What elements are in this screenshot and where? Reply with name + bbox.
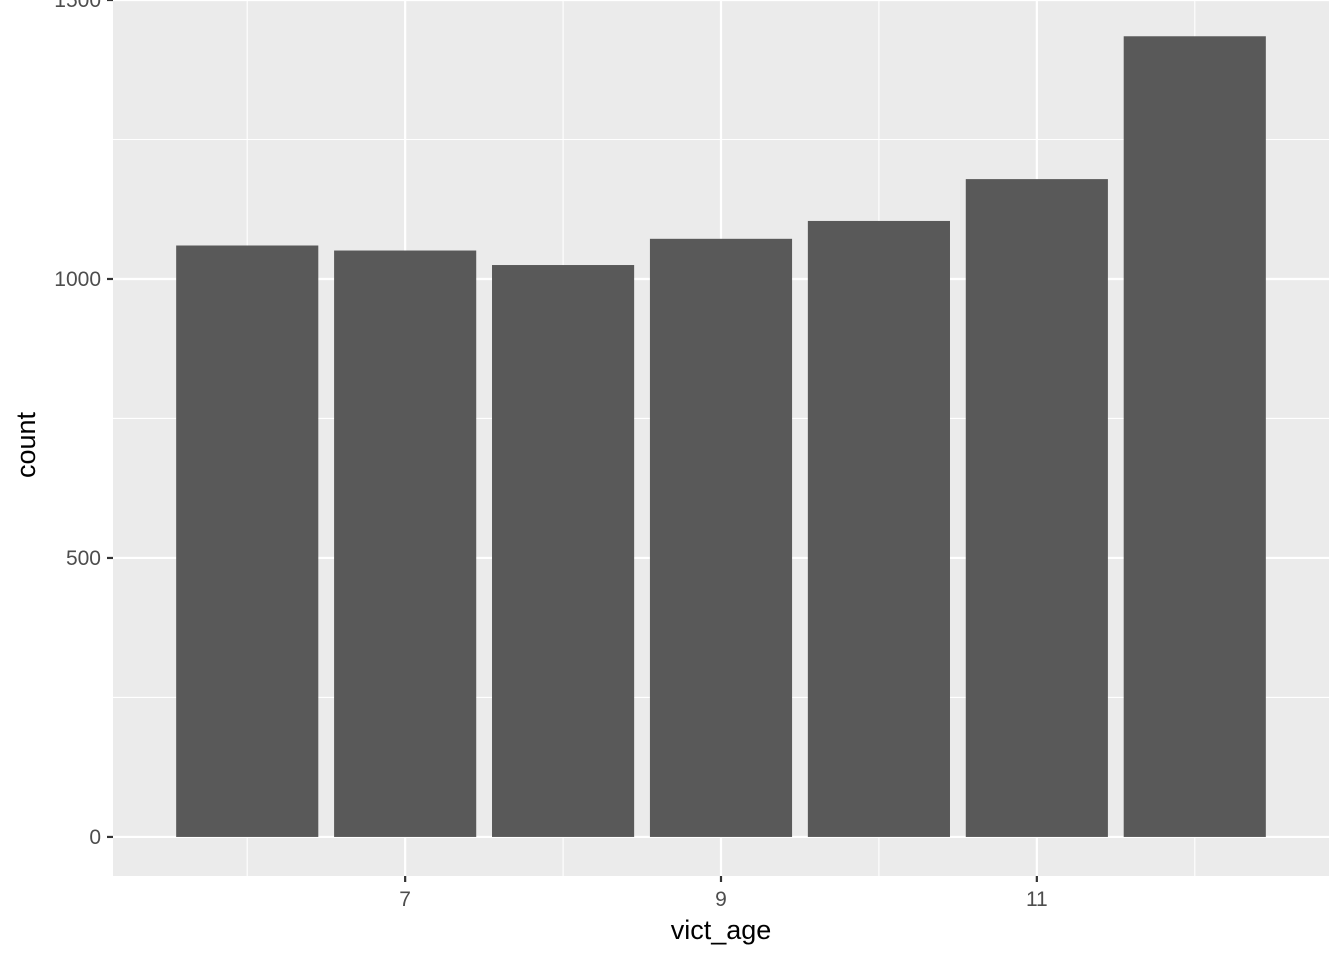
y-tick-label: 1000: [54, 268, 101, 291]
bar-7: [334, 250, 477, 837]
y-tick-label: 500: [66, 547, 101, 570]
bar-8: [492, 265, 635, 837]
bar-11: [965, 179, 1108, 837]
x-axis: 7 9 11: [399, 876, 1048, 911]
x-tick-label: 9: [715, 888, 727, 911]
bar-9: [649, 238, 793, 837]
y-axis-title: count: [11, 411, 41, 478]
x-tick-label: 11: [1026, 888, 1048, 911]
x-axis-title: vict_age: [671, 915, 772, 945]
y-axis: 0 500 1000 1500: [54, 0, 113, 849]
bars: [176, 36, 1266, 837]
x-tick-label: 7: [399, 888, 411, 911]
bar-10: [807, 220, 950, 837]
y-tick-label: 0: [89, 826, 101, 849]
bar-12: [1123, 36, 1266, 837]
y-tick-label: 1500: [54, 0, 101, 12]
bar-6: [176, 245, 319, 837]
